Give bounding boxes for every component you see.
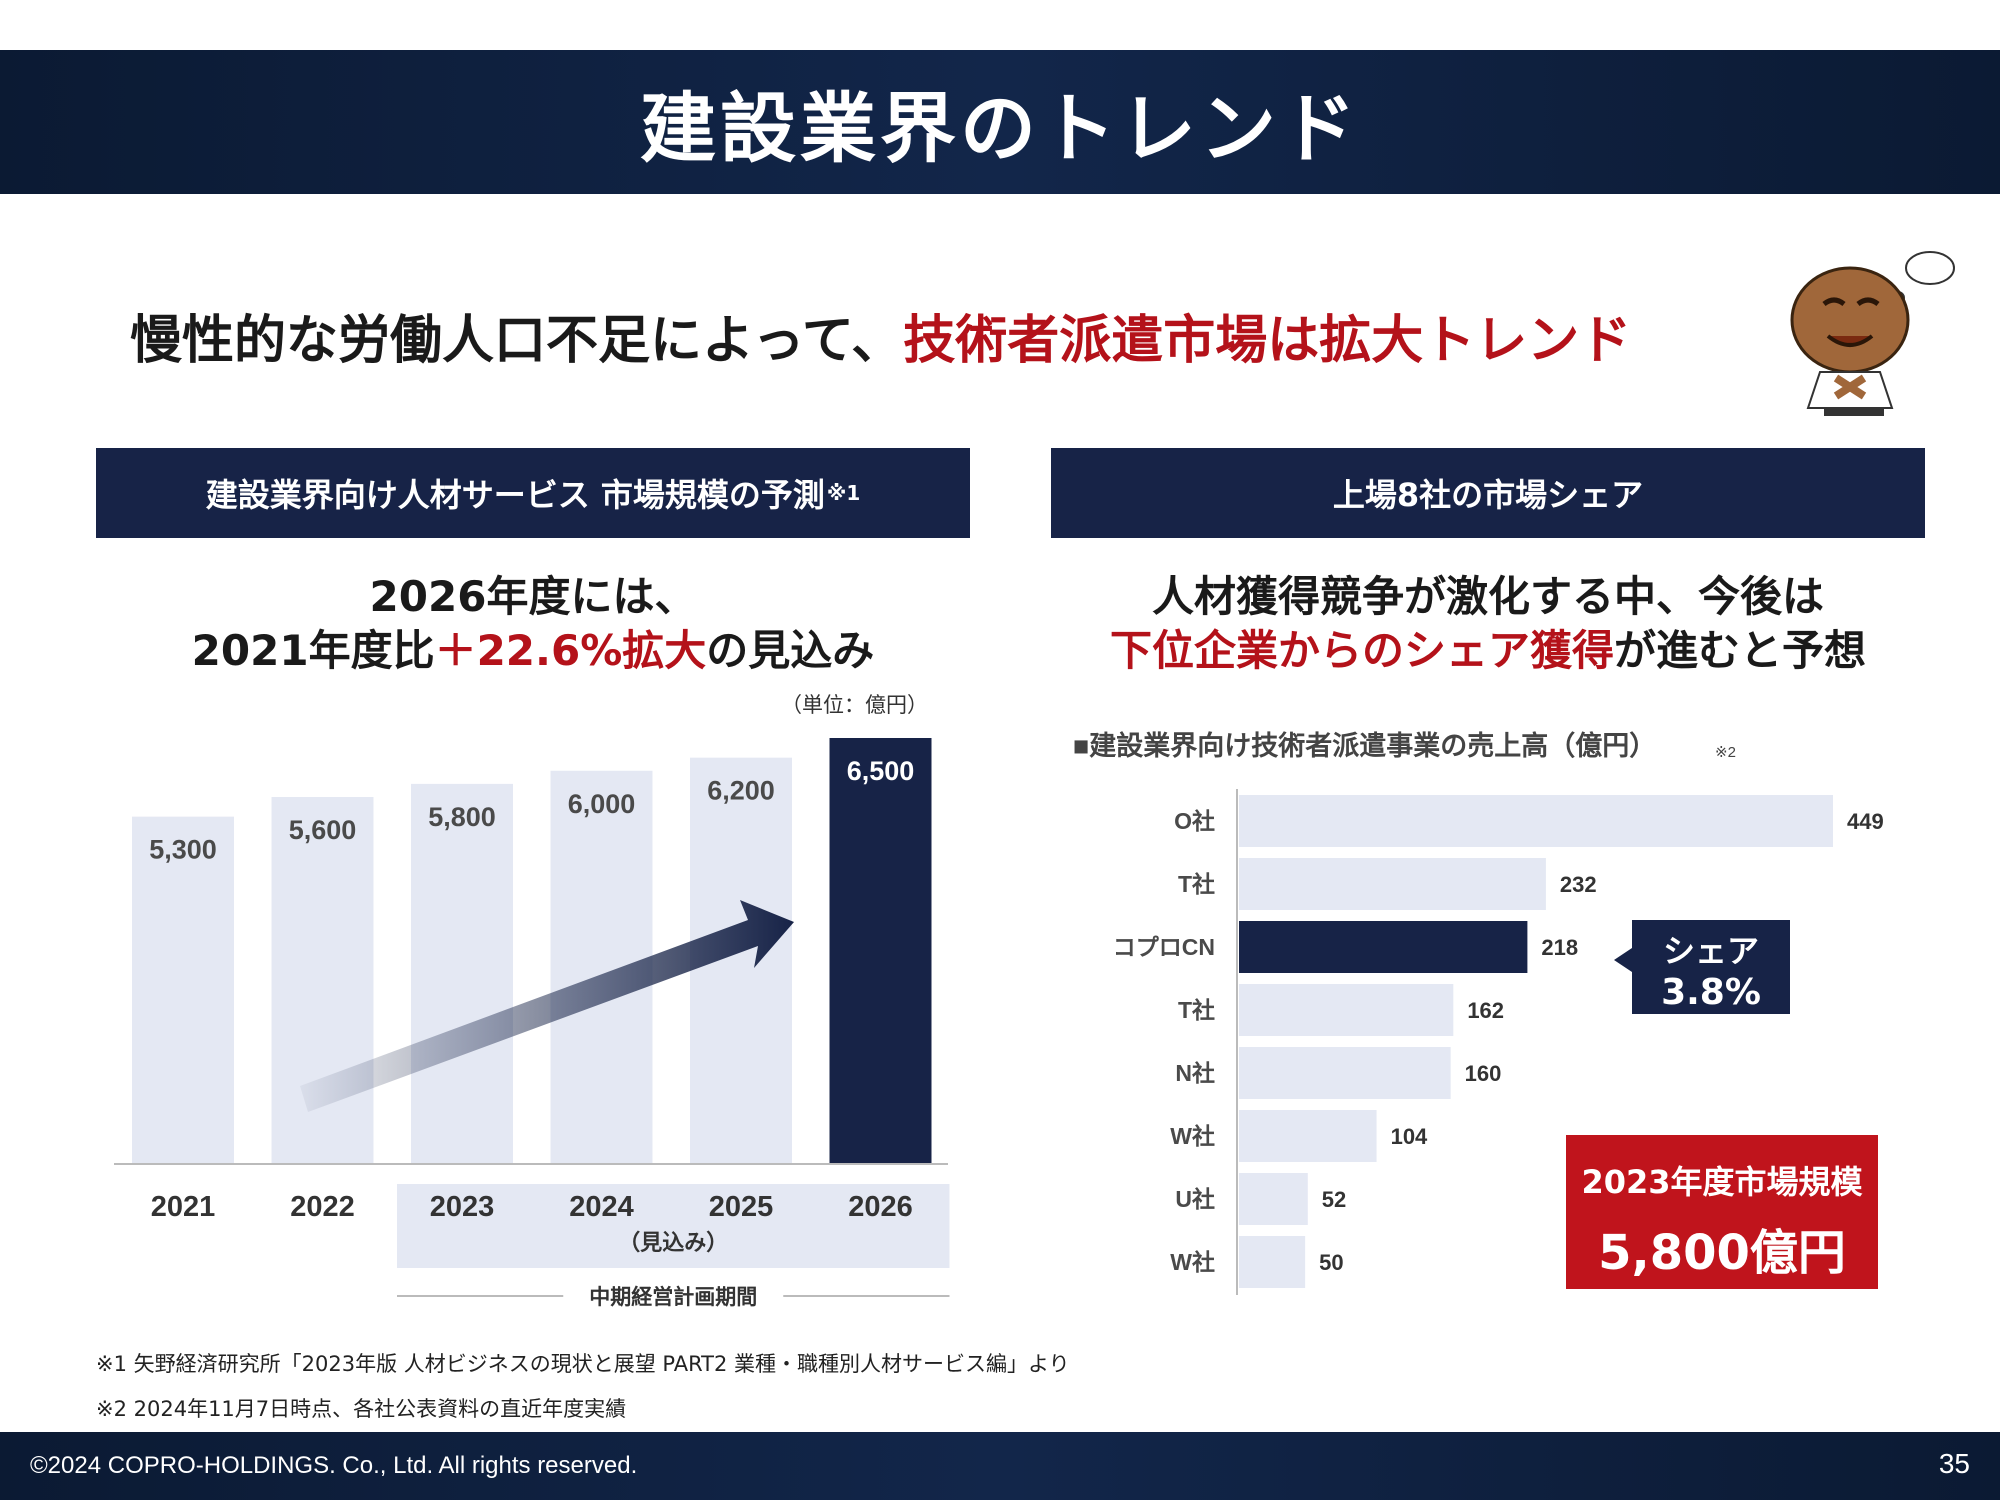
share-value-label: 104 — [1391, 1124, 1428, 1149]
footnote-1: ※1 矢野経済研究所「2023年版 人材ビジネスの現状と展望 PART2 業種・… — [96, 1352, 1070, 1376]
market-size-value: 5,800億円 — [1598, 1225, 1846, 1281]
market-size-label: 2023年度市場規模 — [1581, 1163, 1863, 1201]
share-callout-label: シェア — [1662, 932, 1759, 970]
company-label: W社 — [1170, 1123, 1215, 1149]
market-share-chart: ■建設業界向け技術者派遣事業の売上高（億円） ※2 O社 449 T社 232 コプロCN 2… — [1073, 730, 1884, 1295]
bar-value-label: 5,600 — [289, 815, 357, 845]
company-label: N社 — [1175, 1060, 1215, 1086]
left-panel-header: 建設業界向け人材サービス 市場規模の予測 ※1 — [96, 448, 970, 538]
company-label: コプロCN — [1113, 934, 1215, 960]
share-chart-title: ■建設業界向け技術者派遣事業の売上高（億円） — [1073, 730, 1656, 761]
share-bar — [1239, 1236, 1306, 1288]
x-tick-label: 2021 — [151, 1191, 216, 1223]
share-bar — [1239, 1110, 1377, 1162]
left-panel-title: 建設業界向け人材サービス 市場規模の予測 — [205, 476, 825, 514]
footer-band: ©2024 COPRO-HOLDINGS. Co., Ltd. All righ… — [0, 1432, 2000, 1500]
bar-2021 — [132, 816, 234, 1164]
right-lead-suffix: が進むと予想 — [1614, 626, 1867, 675]
x-tick-label: 2024 — [569, 1191, 634, 1223]
left-lead-suffix: の見込み — [706, 626, 875, 675]
bar-2022 — [271, 796, 374, 1164]
share-value-label: 52 — [1322, 1187, 1346, 1212]
company-label: O社 — [1174, 808, 1215, 834]
left-lead-highlight: ＋22.6%拡大 — [434, 626, 707, 675]
x-tick-label: 2025 — [709, 1191, 774, 1223]
right-lead-line2: 下位企業からのシェア獲得が進むと予想 — [1051, 624, 1925, 678]
footnote-2: ※2 2024年11月7日時点、各社公表資料の直近年度実績 — [96, 1397, 627, 1421]
share-callout: シェア 3.8% — [1614, 920, 1790, 1014]
share-bar — [1239, 1173, 1308, 1225]
company-label: W社 — [1170, 1249, 1215, 1275]
right-panel-title: 上場8社の市場シェア — [1332, 476, 1644, 514]
right-panel-header: 上場8社の市場シェア — [1051, 448, 1925, 538]
left-panel-note: ※1 — [826, 481, 861, 505]
left-lead-prefix: 2021年度比 — [191, 626, 435, 675]
slide-title: 建設業界のトレンド — [640, 84, 1360, 173]
headline-prefix: 慢性的な労働人口不足によって、 — [130, 311, 904, 371]
headline: 慢性的な労働人口不足によって、技術者派遣市場は拡大トレンド — [130, 298, 1770, 378]
bar-2026 — [829, 738, 932, 1164]
share-value-label: 232 — [1560, 872, 1597, 897]
company-label: T社 — [1178, 997, 1215, 1023]
unit-label: （単位：億円） — [781, 694, 928, 717]
period-label: 中期経営計画期間 — [589, 1285, 757, 1309]
bar-value-label: 6,000 — [568, 789, 636, 819]
share-chart-note: ※2 — [1715, 744, 1736, 761]
right-lead-line1: 人材獲得競争が激化する中、今後は — [1151, 572, 1824, 621]
share-value-label: 162 — [1467, 998, 1504, 1023]
headline-highlight: 技術者派遣市場は拡大トレンド — [903, 311, 1632, 371]
x-tick-label: 2026 — [848, 1191, 913, 1223]
share-value-label: 160 — [1465, 1061, 1502, 1086]
share-value-label: 218 — [1541, 935, 1578, 960]
page-number: 35 — [1938, 1448, 1970, 1479]
share-value-label: 449 — [1847, 809, 1884, 834]
share-bar — [1239, 858, 1546, 910]
bar-value-label: 5,800 — [428, 802, 496, 832]
trend-arrow — [300, 900, 794, 1112]
company-label: U社 — [1175, 1186, 1215, 1212]
right-lead-text: 人材獲得競争が激化する中、今後は 下位企業からのシェア獲得が進むと予想 — [1051, 570, 1925, 678]
share-value-label: 50 — [1319, 1250, 1343, 1275]
x-tick-label: 2023 — [430, 1191, 495, 1223]
share-bar — [1239, 795, 1833, 847]
bar-value-label: 6,500 — [847, 756, 915, 786]
forecast-background — [397, 1184, 950, 1268]
left-lead-text: 2026年度には、 2021年度比＋22.6%拡大の見込み — [96, 570, 970, 678]
copyright-text: ©2024 COPRO-HOLDINGS. Co., Ltd. All righ… — [30, 1452, 638, 1479]
share-bar — [1239, 921, 1528, 973]
market-size-box: 2023年度市場規模 5,800億円 — [1566, 1135, 1878, 1289]
company-label: T社 — [1178, 871, 1215, 897]
title-band: 建設業界のトレンド — [0, 50, 2000, 194]
share-bar — [1239, 984, 1454, 1036]
right-lead-highlight: 下位企業からのシェア獲得 — [1109, 626, 1614, 675]
bar-2023 — [411, 783, 513, 1164]
share-callout-value: 3.8% — [1661, 972, 1761, 1013]
x-tick-label: 2022 — [290, 1191, 355, 1223]
forecast-label: （見込み） — [618, 1230, 728, 1255]
mascot-icon — [1790, 251, 1955, 416]
bar-value-label: 6,200 — [707, 776, 775, 806]
left-lead-line2: 2021年度比＋22.6%拡大の見込み — [96, 624, 970, 678]
left-lead-line1: 2026年度には、 — [369, 572, 697, 621]
market-size-chart: （単位：億円） 5,300 2021 5,600 2022 5,800 2023 6,000 2… — [114, 694, 950, 1309]
bar-value-label: 5,300 — [149, 835, 217, 865]
share-bar — [1239, 1047, 1451, 1099]
